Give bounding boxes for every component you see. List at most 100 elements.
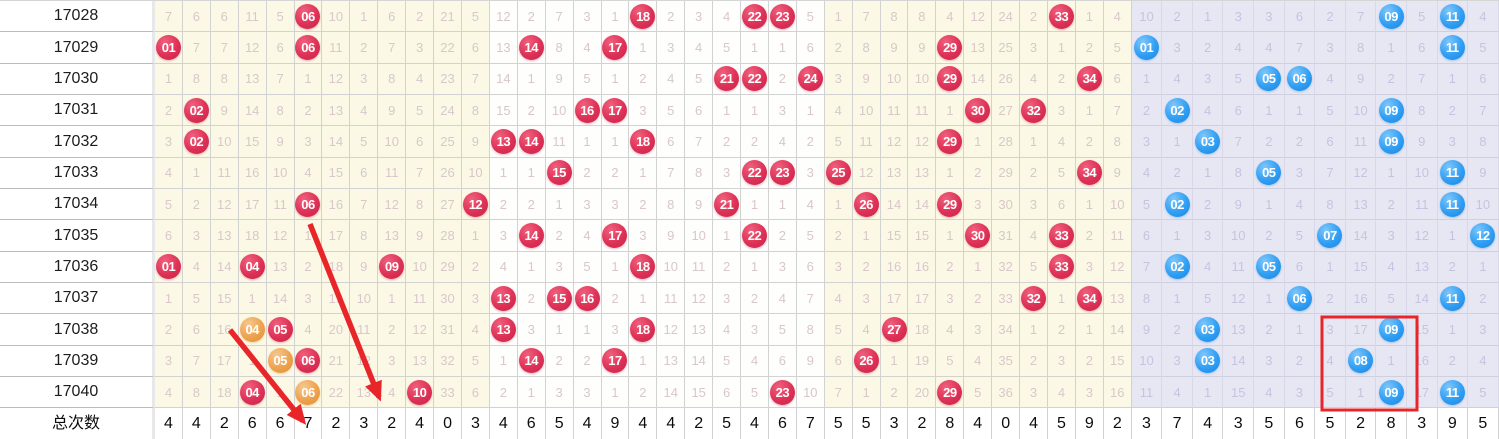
front-miss-cell: 1 [1020,126,1048,158]
front-miss-cell: 1 [880,345,909,378]
front-miss-cell: 5 [573,63,602,96]
back-miss-cell: 3 [1376,220,1407,252]
front-miss-cell: 27 [880,314,909,346]
front-miss-cell: 9 [210,95,239,127]
front-miss-cell: 1 [461,220,490,252]
back-miss-cell: 02 [1162,189,1193,221]
front-miss-cell: 8 [266,95,295,127]
front-miss-cell: 9 [406,220,435,252]
back-total-cell: 2 [1345,408,1377,439]
front-miss-cell: 1 [1048,32,1076,64]
front-miss-cell: 10 [545,95,574,127]
back-miss-cell: 8 [1468,126,1499,158]
front-total-cell: 6 [517,408,546,439]
front-miss-cell: 5 [461,1,490,33]
front-total-cell: 5 [824,408,853,439]
front-miss-cell: 28 [992,126,1021,158]
front-miss-cell: 14 [489,63,518,96]
front-miss-cell: 2 [573,157,602,190]
back-miss-cell: 4 [1376,251,1407,284]
front-miss-cell: 1 [824,1,853,33]
front-miss-cell: 15 [545,157,574,190]
front-miss-cell: 1 [713,95,742,127]
front-miss-cell: 3 [964,314,993,346]
red-ball: 34 [1076,285,1102,311]
front-total-cell: 4 [1020,408,1048,439]
period-label: 17039 [0,345,155,378]
front-miss-cell: 6 [350,157,379,190]
front-total-cell: 6 [238,408,267,439]
front-miss-cell: 2 [1020,1,1048,33]
front-miss-cell: 3 [155,345,183,378]
back-miss-cell: 2 [1437,95,1469,127]
front-miss-cell: 4 [573,32,602,64]
front-miss-cell: 25 [824,157,853,190]
front-miss-cell: 16 [880,251,909,284]
back-miss-cell: 14 [1406,283,1438,315]
red-ball: 30 [965,223,991,249]
back-miss-cell: 11 [1437,157,1469,190]
front-miss-cell: 5 [1020,251,1048,284]
red-ball: 17 [602,348,628,374]
back-miss-cell: 1 [1345,377,1377,409]
red-ball: 23 [769,160,795,186]
front-miss-cell: 2 [824,32,853,64]
back-miss-cell: 1 [1284,314,1316,346]
back-miss-cell: 16 [1345,283,1377,315]
front-miss-cell: 17 [601,32,630,64]
front-miss-cell: 34 [992,314,1021,346]
front-miss-cell: 12 [880,126,909,158]
front-miss-cell: 1 [1075,189,1104,221]
front-miss-cell: 1 [741,251,769,284]
blue-ball: 11 [1439,160,1465,186]
front-miss-cell: 18 [629,1,658,33]
front-miss-cell: 20 [322,314,351,346]
front-miss-cell: 11 [880,95,909,127]
front-miss-cell: 12 [852,157,881,190]
back-miss-cell: 12 [1345,157,1377,190]
front-miss-cell: 1 [489,345,518,378]
front-miss-cell: 5 [182,283,211,315]
front-miss-cell: 18 [629,126,658,158]
front-total-cell: 9 [1075,408,1104,439]
front-miss-cell: 7 [155,1,183,33]
back-miss-cell: 11 [1437,1,1469,33]
front-miss-cell: 8 [182,377,211,409]
front-total-cell: 6 [266,408,295,439]
back-miss-cell: 2 [1162,157,1193,190]
front-miss-cell: 8 [182,63,211,96]
orange-ball: 06 [295,379,321,405]
front-miss-cell: 1 [517,251,546,284]
front-miss-cell: 15 [880,220,909,252]
front-miss-cell: 15 [908,220,937,252]
back-miss-cell: 4 [1315,63,1346,96]
front-miss-cell: 9 [657,220,686,252]
front-miss-cell: 1 [741,189,769,221]
front-miss-cell: 10 [908,63,937,96]
back-miss-cell: 6 [1284,251,1316,284]
front-miss-cell: 4 [936,1,965,33]
front-miss-cell: 3 [824,63,853,96]
front-miss-cell: 3 [1048,345,1076,378]
red-ball: 01 [155,35,181,61]
front-miss-cell: 9 [378,95,407,127]
front-miss-cell: 3 [294,283,323,315]
front-miss-cell: 2 [1020,345,1048,378]
front-miss-cell: 7 [545,1,574,33]
front-miss-cell: 2 [629,63,658,96]
front-miss-cell: 14 [908,189,937,221]
front-miss-cell: 18 [322,251,351,284]
front-miss-cell: 06 [294,345,323,378]
front-miss-cell: 3 [713,283,742,315]
back-miss-cell: 1 [1162,126,1193,158]
front-miss-cell: 5 [685,63,714,96]
front-miss-cell: 7 [182,32,211,64]
blue-ball: 06 [1286,66,1312,92]
front-miss-cell: 1 [1075,314,1104,346]
back-miss-cell: 2 [1162,314,1193,346]
front-miss-cell: 1 [517,63,546,96]
front-miss-cell: 3 [489,220,518,252]
back-miss-cell: 5 [1192,283,1224,315]
front-miss-cell: 2 [629,189,658,221]
front-miss-cell: 6 [182,1,211,33]
